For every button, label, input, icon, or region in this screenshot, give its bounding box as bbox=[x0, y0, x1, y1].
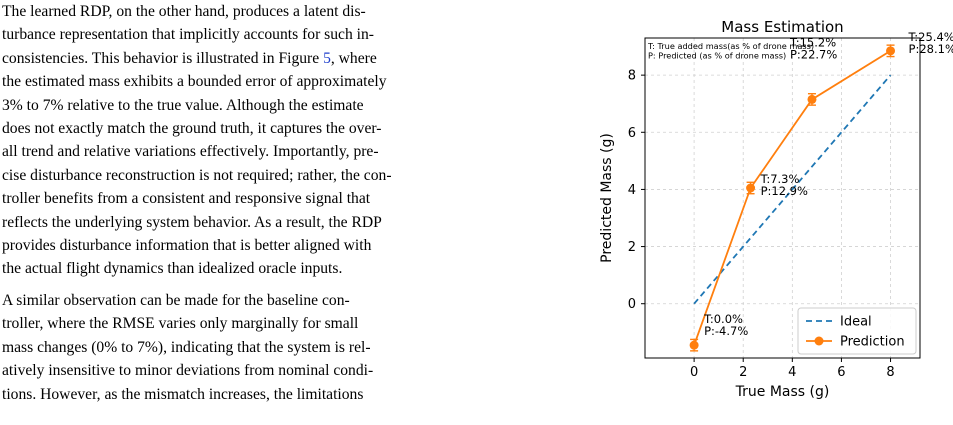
prediction-point bbox=[807, 94, 817, 104]
text-line: troller, where the RMSE varies only marg… bbox=[2, 315, 359, 333]
point-annotation-predicted: P:22.7% bbox=[790, 47, 837, 61]
chart-title: Mass Estimation bbox=[721, 18, 843, 36]
text-line: the estimated mass exhibits a bounded er… bbox=[2, 73, 387, 91]
text-line: provides disturbance information that is… bbox=[2, 237, 372, 255]
legend-prediction-marker bbox=[814, 336, 824, 346]
prediction-point bbox=[886, 46, 896, 56]
paragraph-baseline: A similar observation can be made for th… bbox=[0, 289, 522, 406]
point-annotation-true: T:0.0% bbox=[703, 312, 743, 326]
y-tick-label: 6 bbox=[628, 126, 636, 141]
text-line-suffix: , where bbox=[330, 49, 377, 67]
point-annotation-predicted: P:12.9% bbox=[761, 184, 808, 198]
body-text-column: The learned RDP, on the other hand, prod… bbox=[0, 0, 522, 406]
point-annotation-true: T:7.3% bbox=[760, 172, 800, 186]
text-line: atively insensitive to minor deviations … bbox=[2, 362, 374, 380]
legend-prediction-label: Prediction bbox=[840, 335, 905, 350]
x-tick-label: 0 bbox=[690, 365, 698, 380]
text-line: reflects the underlying system behavior.… bbox=[2, 213, 382, 231]
legend-ideal-label: Ideal bbox=[840, 315, 872, 330]
text-line: the actual flight dynamics than idealize… bbox=[2, 260, 343, 278]
mass-estimation-figure: 0 2 4 6 8 0 2 4 6 8 T:0.0% P:-4.7% T:7.3% P:12.9% T:1… bbox=[573, 0, 953, 420]
series-layer bbox=[689, 44, 896, 352]
x-axis-label: True Mass (g) bbox=[735, 384, 830, 400]
prediction-series-line bbox=[693, 50, 892, 346]
x-tick-label: 6 bbox=[837, 365, 845, 380]
chart-note-line: P: Predicted (as % of drone mass) bbox=[648, 51, 786, 61]
y-tick-label: 8 bbox=[628, 69, 636, 84]
plot-frame bbox=[644, 37, 921, 359]
text-line: The learned RDP, on the other hand, prod… bbox=[2, 3, 366, 20]
legend: Ideal Prediction bbox=[797, 307, 917, 355]
point-annotation-predicted: P:28.1% bbox=[909, 42, 953, 56]
text-line: mass changes (0% to 7%), indicating that… bbox=[2, 338, 371, 356]
text-line: turbance representation that implicitly … bbox=[2, 26, 374, 44]
text-line: troller benefits from a consistent and r… bbox=[2, 190, 371, 208]
text-line: all trend and relative variations effect… bbox=[2, 143, 379, 161]
x-tick-label: 4 bbox=[788, 365, 796, 380]
text-line: cise disturbance reconstruction is not r… bbox=[2, 166, 392, 184]
point-annotation-true: T:25.4% bbox=[908, 30, 953, 44]
text-line: 3% to 7% relative to the true value. Alt… bbox=[2, 96, 364, 114]
y-tick-label: 4 bbox=[628, 183, 636, 198]
figure-reference-link[interactable]: 5 bbox=[323, 49, 331, 67]
text-line: does not exactly match the ground truth,… bbox=[2, 120, 382, 138]
paragraph-rdp: The learned RDP, on the other hand, prod… bbox=[0, 0, 522, 281]
annotation-layer: T:0.0%P:-4.7% T:7.3%P:12.9% T:15.2%P:22.7%… bbox=[703, 30, 953, 338]
text-line: consistencies. This behavior is illustra… bbox=[2, 49, 324, 67]
grid-lines bbox=[645, 38, 920, 358]
chart-note: T: True added mass(as % of drone mass)P:… bbox=[647, 41, 814, 61]
legend-box bbox=[797, 307, 917, 355]
y-tick-label: 2 bbox=[628, 240, 636, 255]
chart-note-line: T: True added mass(as % of drone mass) bbox=[647, 41, 814, 51]
ticks-layer: 0 2 4 6 8 0 2 4 6 8 bbox=[628, 69, 895, 380]
ideal-series-line bbox=[693, 74, 892, 305]
x-tick-label: 2 bbox=[739, 365, 747, 380]
text-line: A similar observation can be made for th… bbox=[2, 291, 350, 309]
point-annotation-true: T:15.2% bbox=[789, 35, 836, 49]
point-annotation-predicted: P:-4.7% bbox=[704, 324, 748, 338]
x-tick-label: 8 bbox=[886, 365, 894, 380]
prediction-point bbox=[689, 340, 699, 350]
prediction-point bbox=[746, 183, 756, 193]
y-tick-label: 0 bbox=[628, 297, 636, 312]
text-line: tions. However, as the mismatch increase… bbox=[2, 385, 364, 403]
y-axis-label: Predicted Mass (g) bbox=[599, 133, 615, 263]
mass-estimation-chart: 0 2 4 6 8 0 2 4 6 8 T:0.0%P:-4.7% T:7.3%P:12.9% T:1… bbox=[599, 18, 953, 400]
